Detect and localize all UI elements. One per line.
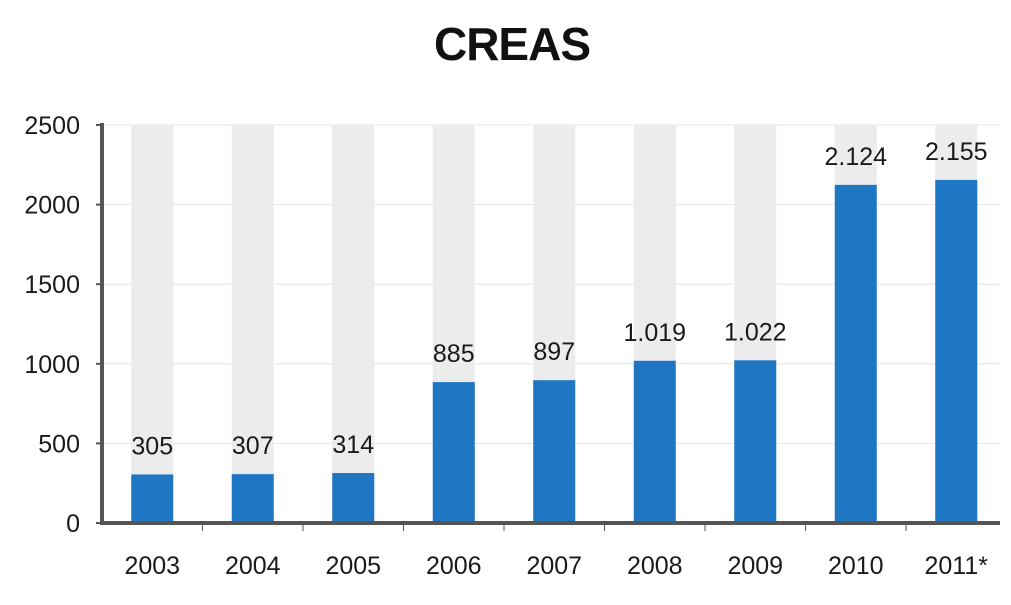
- data-label: 897: [533, 338, 575, 366]
- data-label: 314: [332, 431, 374, 459]
- x-tick-label: 2010: [828, 552, 884, 580]
- bar: [633, 360, 676, 523]
- data-labels: 305 307 314 885 897 1.019 1.022 2.124 2.155: [131, 138, 987, 461]
- x-tick-label: 2007: [526, 552, 582, 580]
- y-tick-label: 500: [38, 430, 80, 458]
- bar-track: [231, 125, 274, 523]
- data-label: 307: [232, 432, 274, 460]
- data-label: 2.124: [824, 143, 887, 171]
- y-tick-label: 1000: [24, 351, 80, 379]
- bar: [734, 360, 777, 523]
- x-tick-label: 2011*: [925, 552, 989, 580]
- data-label: 305: [131, 432, 173, 460]
- x-tick-label: 2003: [124, 552, 180, 580]
- x-axis-tick-labels: 2003 2004 2005 2006 2007 2008 2009 2010 2011*: [124, 552, 988, 580]
- bar: [231, 474, 274, 523]
- x-tick-label: 2009: [727, 552, 783, 580]
- bar: [935, 179, 978, 523]
- bar-track: [332, 125, 375, 523]
- bar: [834, 184, 877, 524]
- x-tick-label: 2005: [325, 552, 381, 580]
- data-label: 885: [433, 340, 475, 368]
- bars: [131, 179, 978, 524]
- y-axis-tick-labels: 0 500 1000 1500 2000 2500: [24, 112, 80, 538]
- data-label: 1.019: [623, 319, 686, 347]
- y-tick-label: 0: [66, 510, 80, 538]
- y-tick-label: 2500: [24, 112, 80, 140]
- y-tick-label: 2000: [24, 192, 80, 220]
- bar: [432, 382, 475, 523]
- x-tick-label: 2008: [627, 552, 683, 580]
- bar: [131, 474, 174, 523]
- chart-title: CREAS: [434, 18, 590, 70]
- data-label: 1.022: [724, 318, 787, 346]
- bar-track: [131, 125, 174, 523]
- x-tick-label: 2006: [426, 552, 482, 580]
- bar: [332, 473, 375, 523]
- axes: [96, 123, 1000, 531]
- x-tick-label: 2004: [225, 552, 281, 580]
- y-tick-label: 1500: [24, 271, 80, 299]
- data-label: 2.155: [925, 138, 988, 166]
- bar: [533, 380, 576, 523]
